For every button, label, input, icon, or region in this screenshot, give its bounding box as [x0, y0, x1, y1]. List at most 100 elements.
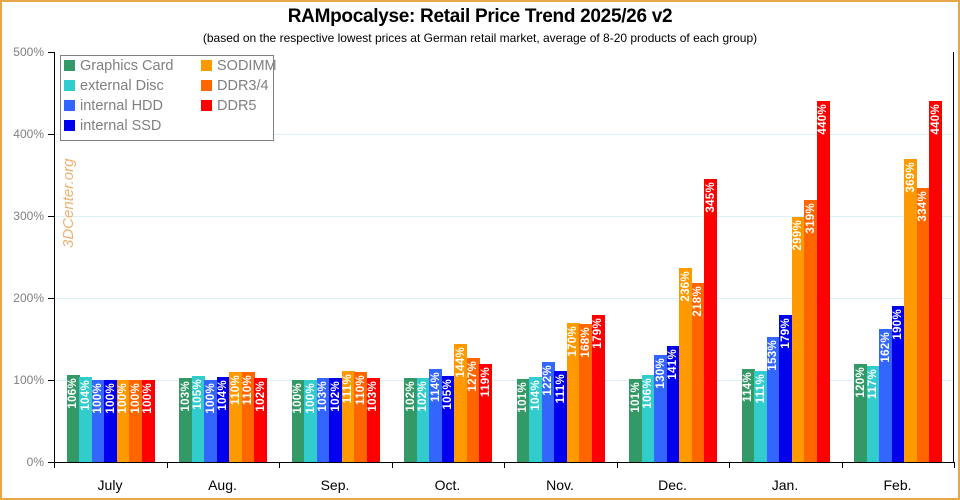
x-tick-label: Nov.: [546, 477, 574, 493]
watermark: 3DCenter.org: [60, 158, 77, 249]
bar: 111%: [754, 370, 767, 462]
bar-value-label: 111%: [754, 373, 767, 404]
bar: 110%: [354, 371, 367, 462]
x-tick: [391, 462, 393, 468]
bar: 111%: [554, 370, 567, 462]
legend-item: SODIMM: [201, 58, 277, 74]
bar: 105%: [191, 375, 205, 462]
x-tick-label: Oct.: [434, 477, 461, 493]
y-tick: [48, 52, 54, 53]
bar: 104%: [529, 376, 542, 462]
bar: 110%: [229, 371, 242, 462]
x-tick-label: Jan.: [771, 477, 799, 493]
bar-value-label: 170%: [567, 325, 579, 357]
bar: 130%: [654, 355, 667, 462]
bar: 103%: [366, 377, 380, 462]
bar-value-label: 103%: [317, 380, 329, 412]
legend-label: external Disc: [80, 78, 164, 94]
legend-item: internal SSD: [64, 118, 161, 134]
legend-swatch-icon: [64, 100, 75, 111]
legend-swatch-icon: [201, 100, 212, 111]
bar: 440%: [816, 101, 830, 462]
bar: 106%: [641, 375, 655, 462]
bar-value-label: 153%: [767, 339, 779, 371]
bar: 369%: [904, 159, 917, 462]
bar-value-label: 127%: [467, 360, 479, 392]
y-tick: [48, 462, 54, 463]
y-tick: [48, 298, 54, 299]
bar-value-label: 100%: [304, 383, 317, 414]
y-tick-label: 500%: [13, 45, 44, 59]
bar: 102%: [254, 378, 267, 462]
bar: 122%: [541, 361, 555, 462]
bar-value-label: 104%: [529, 379, 542, 411]
bar: 100%: [291, 380, 305, 462]
bar-value-label: 105%: [192, 378, 204, 410]
y-tick: [48, 216, 54, 217]
bar-value-label: 319%: [804, 203, 817, 235]
bar: 127%: [466, 357, 480, 462]
bar-value-label: 110%: [354, 374, 367, 405]
legend: Graphics Card external Disc internal HDD in…: [60, 55, 277, 141]
bar: 236%: [679, 268, 692, 462]
legend-swatch-icon: [64, 120, 75, 131]
x-tick-label: Dec.: [658, 477, 687, 493]
bar-value-label: 168%: [579, 327, 592, 358]
gridline: [55, 298, 953, 299]
bar-value-label: 105%: [442, 378, 454, 410]
bar: 190%: [891, 306, 905, 462]
bar: 440%: [929, 101, 942, 462]
y-tick-label: 300%: [13, 209, 44, 223]
bar-value-label: 102%: [417, 381, 429, 412]
bar: 153%: [766, 336, 780, 462]
bar-value-label: 102%: [404, 381, 417, 412]
bar-value-label: 111%: [342, 373, 354, 404]
bar: 104%: [216, 376, 230, 462]
bar: 106%: [66, 375, 80, 462]
legend-swatch-icon: [201, 60, 212, 71]
x-tick: [504, 462, 505, 468]
bar-value-label: 122%: [542, 364, 554, 396]
x-tick: [166, 462, 168, 468]
x-tick-label: July: [97, 477, 123, 493]
bar: 102%: [404, 378, 417, 462]
bar: 144%: [454, 343, 467, 462]
bar: 110%: [241, 371, 255, 462]
legend-item: DDR5: [201, 98, 256, 114]
y-tick: [48, 380, 54, 381]
bar-value-label: 114%: [742, 371, 754, 402]
bar: 168%: [579, 324, 592, 462]
bar: 100%: [116, 380, 130, 462]
bar: 100%: [304, 380, 317, 462]
x-tick-label: Aug.: [208, 477, 237, 493]
gridline: [55, 380, 953, 381]
bar-value-label: 100%: [142, 383, 154, 414]
chart-title: RAMpocalyse: Retail Price Trend 2025/26 …: [287, 6, 673, 27]
legend-swatch-icon: [201, 80, 212, 91]
legend-label: DDR5: [217, 98, 257, 114]
bar: 162%: [879, 329, 892, 462]
x-tick: [616, 462, 618, 468]
bar-value-label: 104%: [217, 379, 229, 411]
bar: 141%: [666, 346, 680, 462]
bar-value-label: 102%: [254, 381, 267, 412]
bar-value-label: 101%: [629, 382, 642, 413]
bar-value-label: 130%: [654, 358, 667, 390]
bar: 345%: [704, 179, 717, 462]
bar-value-label: 119%: [479, 367, 492, 398]
legend-label: DDR3/4: [217, 78, 269, 94]
bar: 101%: [516, 379, 530, 462]
legend-item: DDR3/4: [201, 78, 269, 94]
bar: 117%: [866, 366, 880, 462]
legend-label: internal SSD: [80, 118, 162, 134]
bar-value-label: 440%: [817, 104, 829, 135]
x-tick-label: Feb.: [883, 477, 912, 493]
bar: 100%: [204, 380, 217, 462]
bar-value-label: 236%: [679, 271, 692, 303]
bar-value-label: 104%: [79, 379, 92, 411]
bar-value-label: 103%: [179, 380, 192, 412]
chart-subtitle: (based on the respective lowest prices a…: [202, 31, 758, 45]
gridline: [55, 134, 953, 135]
y-tick-label: 200%: [13, 291, 44, 305]
bar-value-label: 120%: [854, 366, 867, 398]
